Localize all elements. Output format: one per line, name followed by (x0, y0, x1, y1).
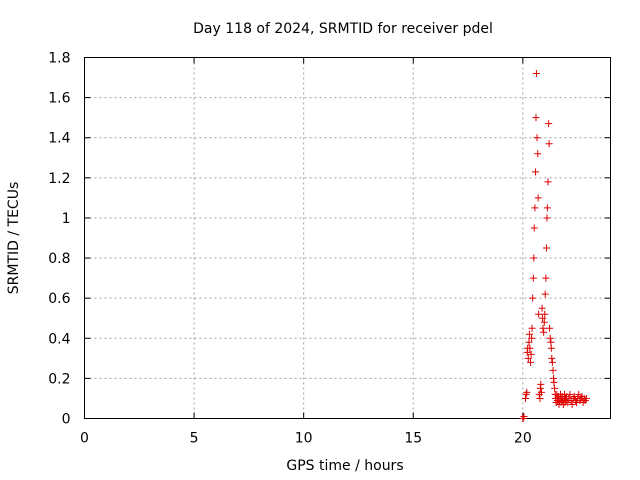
y-axis-label: SRMTID / TECUs (6, 182, 22, 295)
chart-title: Day 118 of 2024, SRMTID for receiver pde… (193, 21, 493, 37)
data-point (526, 344, 534, 352)
plot-frame (84, 57, 611, 419)
y-tick-label: 1.6 (48, 91, 70, 107)
data-point (530, 224, 538, 232)
x-tick-label: 5 (190, 431, 199, 447)
data-point (543, 214, 551, 222)
y-tick-label: 1.4 (48, 131, 70, 147)
data-point (524, 354, 532, 362)
data-point (542, 274, 550, 282)
data-point (539, 314, 547, 322)
data-point (521, 394, 529, 402)
data-point (582, 394, 590, 402)
data-point (566, 390, 574, 398)
grid-layer (84, 57, 611, 419)
data-point (547, 344, 555, 352)
data-point (532, 168, 540, 176)
y-tick-label: 0 (62, 412, 71, 428)
data-point (546, 324, 554, 332)
data-point (523, 388, 531, 396)
data-point (534, 194, 542, 202)
data-point (527, 358, 535, 366)
data-point (543, 244, 551, 252)
points-layer (519, 70, 590, 422)
y-tick-label: 1 (62, 211, 71, 227)
data-point (540, 328, 548, 336)
data-point (535, 310, 543, 318)
data-point (543, 204, 551, 212)
y-tick-label: 0.2 (48, 371, 70, 387)
data-point (539, 324, 547, 332)
data-point (532, 70, 540, 78)
ticks-layer: 0 0.2 0.4 0.6 0.8 1 1.2 1.4 1.6 1.8 0 5 10 15 20 (48, 51, 611, 447)
data-point (532, 114, 540, 122)
data-point (541, 310, 549, 318)
x-tick-label: 0 (80, 431, 89, 447)
data-point (536, 394, 544, 402)
x-tick-label: 10 (295, 431, 313, 447)
data-point (525, 338, 533, 346)
data-point (544, 178, 552, 186)
y-tick-label: 1.2 (48, 171, 70, 187)
data-point (533, 134, 541, 142)
data-point (551, 384, 559, 392)
y-tick-label: 0.4 (48, 331, 70, 347)
data-point (537, 380, 545, 388)
data-point (545, 140, 553, 148)
y-tick-label: 0.6 (48, 291, 70, 307)
data-point (537, 388, 545, 396)
y-tick-label: 1.8 (48, 51, 70, 67)
x-axis-label: GPS time / hours (286, 458, 403, 474)
data-point (520, 412, 528, 420)
data-point (529, 294, 537, 302)
data-point (548, 358, 556, 366)
data-point (540, 318, 548, 326)
data-point (531, 204, 539, 212)
x-tick-label: 20 (514, 431, 532, 447)
data-point (546, 334, 554, 342)
x-tick-label: 15 (404, 431, 422, 447)
data-point (538, 304, 546, 312)
data-point (541, 290, 549, 298)
data-point (528, 324, 536, 332)
data-point (528, 334, 536, 342)
data-point (548, 354, 556, 362)
data-point (525, 330, 533, 338)
data-point (529, 274, 537, 282)
data-point (550, 378, 558, 386)
data-point (545, 120, 553, 128)
data-point (527, 350, 535, 358)
data-point (547, 338, 555, 346)
data-point (568, 400, 576, 408)
data-point (534, 150, 542, 158)
data-point (549, 366, 557, 374)
data-point (530, 254, 538, 262)
y-tick-label: 0.8 (48, 251, 70, 267)
